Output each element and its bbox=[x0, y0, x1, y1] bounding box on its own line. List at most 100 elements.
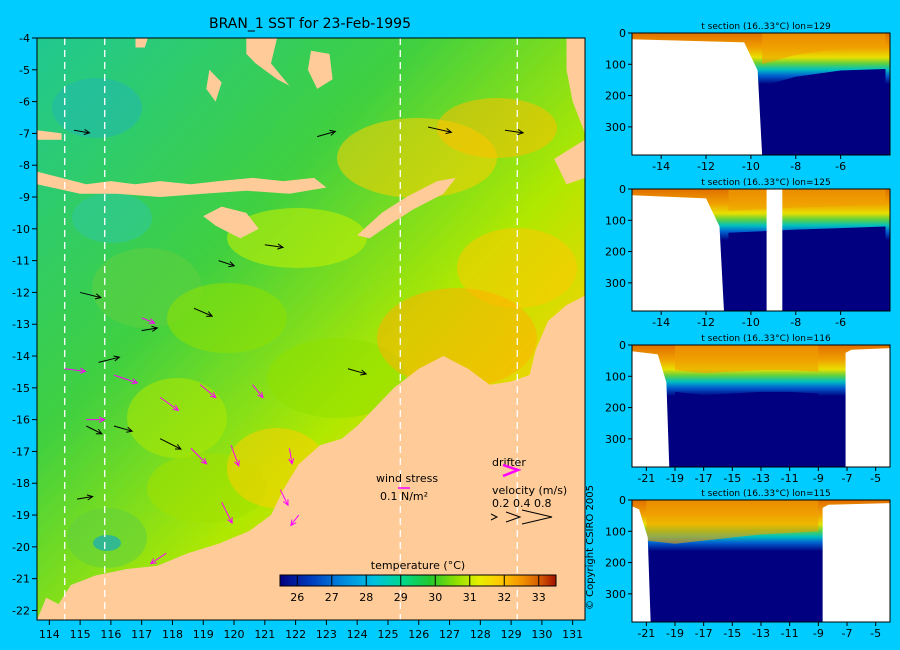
section-title: t section (16..33°C) lon=125 bbox=[701, 178, 830, 188]
lat-tick-label: -22 bbox=[12, 604, 30, 617]
lon-tick-label: 120 bbox=[224, 628, 245, 641]
section-x-tick-label: -21 bbox=[637, 627, 655, 640]
section-x-tick-label: -6 bbox=[835, 316, 846, 329]
velocity-arrow bbox=[86, 425, 103, 435]
cold-deep-layer bbox=[728, 226, 886, 311]
sst-eddy bbox=[267, 338, 407, 418]
section-x-tick-label: -19 bbox=[666, 472, 684, 485]
section-x-tick-label: -14 bbox=[652, 316, 670, 329]
velocity-arrow bbox=[159, 438, 182, 450]
velocity-arrow bbox=[504, 129, 525, 136]
section-land-left bbox=[632, 39, 763, 155]
section-y-tick-label: 300 bbox=[605, 433, 626, 446]
section-title: t section (16..33°C) lon=115 bbox=[701, 489, 830, 499]
lat-tick-label: -5 bbox=[19, 64, 30, 77]
section-y-tick-label: 0 bbox=[619, 494, 626, 507]
section-x-tick-label: -8 bbox=[790, 160, 801, 173]
section-y-tick-label: 200 bbox=[605, 90, 626, 103]
temperature-sections: t section (16..33°C) lon=129 -14 -12 -10 -8 -… bbox=[605, 22, 891, 640]
velocity-scale-arrows-icon bbox=[490, 509, 553, 525]
section-x-tick-label: -14 bbox=[652, 160, 670, 173]
lon-tick-label: 126 bbox=[408, 628, 429, 641]
colorbar-gradient bbox=[279, 574, 557, 587]
cold-deep-layer bbox=[762, 68, 886, 155]
lon-tick-label: 114 bbox=[39, 628, 60, 641]
velocity-arrow bbox=[113, 425, 134, 433]
wind-stress-unit: 0.1 N/m² bbox=[380, 490, 428, 503]
section-y-tick-label: 100 bbox=[605, 525, 626, 538]
velocity-arrow bbox=[190, 447, 208, 465]
map-legend: wind stress 0.1 N/m² drifter velocity (m… bbox=[376, 456, 567, 525]
velocity-arrow bbox=[149, 552, 167, 565]
colorbar-tick-label: 26 bbox=[290, 591, 304, 604]
lat-tick-label: -8 bbox=[19, 159, 30, 172]
section-y-tick-label: 200 bbox=[605, 402, 626, 415]
section-x-tick-label: -9 bbox=[813, 627, 824, 640]
lat-tick-label: -20 bbox=[12, 541, 30, 554]
section-panel-3: t section (16..33°C) lon=116 -21 -19 -17 -15… bbox=[605, 334, 891, 485]
velocity-arrow bbox=[290, 514, 300, 527]
temperature-colorbar: temperature (°C) 26 27 28 29 30 31 32 33 bbox=[279, 559, 557, 604]
velocity-arrow bbox=[317, 129, 337, 138]
section-y-tick-label: 0 bbox=[619, 339, 626, 352]
lat-tick-label: -9 bbox=[19, 191, 30, 204]
longitude-ticks: 114 115 116 117 118 119 120 121 122 123 124 125 126 1… bbox=[39, 620, 583, 641]
colorbar-tick-label: 27 bbox=[325, 591, 339, 604]
cold-deep-layer bbox=[646, 553, 819, 622]
lat-tick-label: -17 bbox=[12, 445, 30, 458]
lat-tick-label: -11 bbox=[12, 255, 30, 268]
section-title: t section (16..33°C) lon=116 bbox=[701, 334, 831, 344]
velocity-arrow bbox=[76, 494, 94, 501]
lon-tick-label: 130 bbox=[531, 628, 552, 641]
lesser-sunda-islands bbox=[37, 171, 327, 197]
velocity-arrows bbox=[64, 126, 525, 565]
colorbar-tick-label: 30 bbox=[428, 591, 442, 604]
lat-tick-label: -15 bbox=[12, 382, 30, 395]
section-y-tick-label: 100 bbox=[605, 214, 626, 227]
lat-tick-label: -13 bbox=[12, 318, 30, 331]
cold-deep-layer bbox=[675, 391, 819, 467]
section-x-tick-label: -7 bbox=[842, 472, 853, 485]
section-panel-1: t section (16..33°C) lon=129 -14 -12 -10 -8 -… bbox=[605, 22, 891, 173]
velocity-arrow bbox=[230, 444, 240, 467]
section-frame bbox=[631, 32, 891, 156]
lon-tick-label: 118 bbox=[162, 628, 183, 641]
section-frame bbox=[631, 188, 891, 312]
velocity-arrow bbox=[199, 384, 217, 399]
lon-tick-label: 121 bbox=[254, 628, 275, 641]
lon-tick-label: 116 bbox=[100, 628, 121, 641]
buton-island bbox=[307, 50, 333, 89]
map-frame bbox=[36, 37, 586, 621]
section-x-tick-label: -9 bbox=[813, 472, 824, 485]
velocity-scale-values: 0.2 0.4 0.8 bbox=[492, 497, 551, 510]
velocity-arrow bbox=[113, 374, 139, 385]
section-y-tick-label: 200 bbox=[605, 246, 626, 259]
velocity-arrow bbox=[288, 448, 295, 465]
section-land-left bbox=[632, 351, 670, 467]
section-x-tick-label: -13 bbox=[752, 472, 770, 485]
warm-surface-layer bbox=[762, 33, 886, 65]
section-x-tick-label: -19 bbox=[666, 627, 684, 640]
tanimbar-region bbox=[566, 38, 585, 134]
warm-surface-layer bbox=[646, 500, 819, 544]
lat-tick-label: -14 bbox=[12, 350, 30, 363]
lat-tick-label: -12 bbox=[12, 286, 30, 299]
section-land-gap bbox=[766, 189, 783, 311]
lat-tick-label: -18 bbox=[12, 477, 30, 490]
section-land-left bbox=[632, 195, 724, 311]
section-x-tick-label: -10 bbox=[742, 316, 760, 329]
sulawesi-south bbox=[246, 38, 290, 86]
sst-eddy bbox=[127, 378, 227, 458]
lon-tick-label: 127 bbox=[439, 628, 460, 641]
velocity-arrow bbox=[86, 416, 106, 423]
lat-tick-label: -21 bbox=[12, 573, 30, 586]
section-x-tick-label: -5 bbox=[870, 627, 881, 640]
map-title: BRAN_1 SST for 23-Feb-1995 bbox=[209, 16, 411, 32]
lon-tick-label: 131 bbox=[562, 628, 583, 641]
section-panel-4: t section (16..33°C) lon=115 -21 -19 -17 -15… bbox=[605, 489, 891, 640]
section-x-tick-label: -10 bbox=[742, 160, 760, 173]
velocity-arrow bbox=[427, 126, 453, 135]
lat-tick-label: -7 bbox=[19, 127, 30, 140]
velocity-arrow bbox=[64, 367, 87, 374]
